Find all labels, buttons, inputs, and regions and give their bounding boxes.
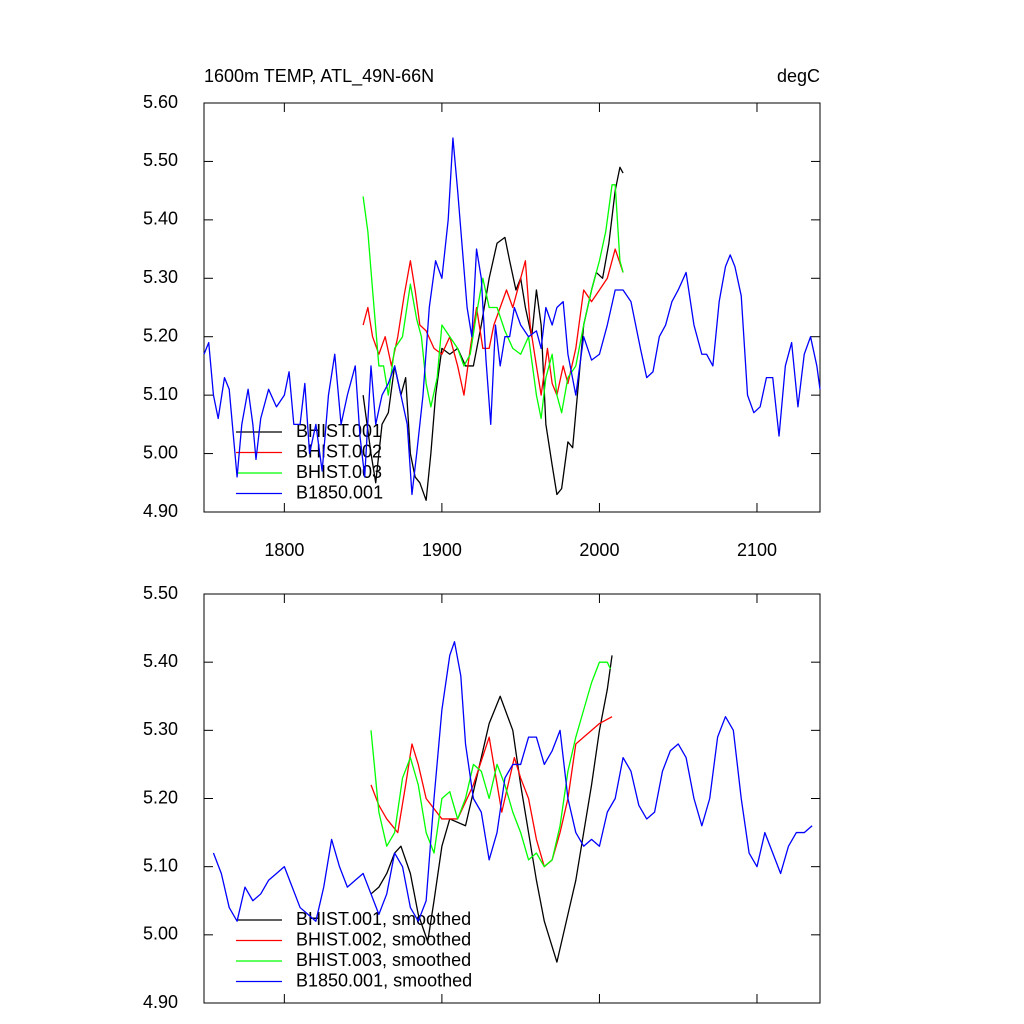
series-line [203, 137, 821, 496]
legend-label: B1850.001 [296, 482, 383, 502]
y-tick-label: 5.60 [143, 92, 178, 112]
y-tick-label: 5.30 [143, 267, 178, 287]
plot-frame [203, 102, 821, 513]
series-line [370, 716, 613, 868]
legend-label: BHIST.003, smoothed [296, 950, 471, 970]
legend-label: B1850.001, smoothed [296, 970, 472, 990]
y-tick-label: 5.10 [143, 384, 178, 404]
y-tick-label: 5.30 [143, 719, 178, 739]
series-line [362, 166, 624, 501]
x-tick-label: 2100 [737, 540, 777, 560]
chart-title: 1600m TEMP, ATL_49N-66N [204, 66, 434, 87]
y-tick-label: 5.20 [143, 325, 178, 345]
y-tick-label: 5.40 [143, 651, 178, 671]
x-tick-label: 2000 [579, 540, 619, 560]
legend-label: BHIST.002, smoothed [296, 929, 471, 949]
x-tick-label: 1800 [264, 540, 304, 560]
y-tick-label: 5.50 [143, 150, 178, 170]
series-line [362, 184, 624, 420]
y-tick-label: 5.50 [143, 583, 178, 603]
y-tick-label: 5.40 [143, 209, 178, 229]
series-line [362, 248, 624, 396]
y-tick-label: 4.90 [143, 992, 178, 1012]
y-tick-label: 5.00 [143, 924, 178, 944]
y-tick-label: 5.20 [143, 787, 178, 807]
series-line [370, 661, 612, 868]
y-tick-label: 5.00 [143, 442, 178, 462]
y-tick-label: 4.90 [143, 501, 178, 521]
units-label: degC [777, 66, 820, 86]
series-line [212, 641, 813, 922]
legend-label: BHIST.003 [296, 462, 382, 482]
x-tick-label: 1900 [422, 540, 462, 560]
y-tick-label: 5.10 [143, 855, 178, 875]
series-line [370, 655, 613, 963]
legend-label: BHIST.001, smoothed [296, 909, 471, 929]
